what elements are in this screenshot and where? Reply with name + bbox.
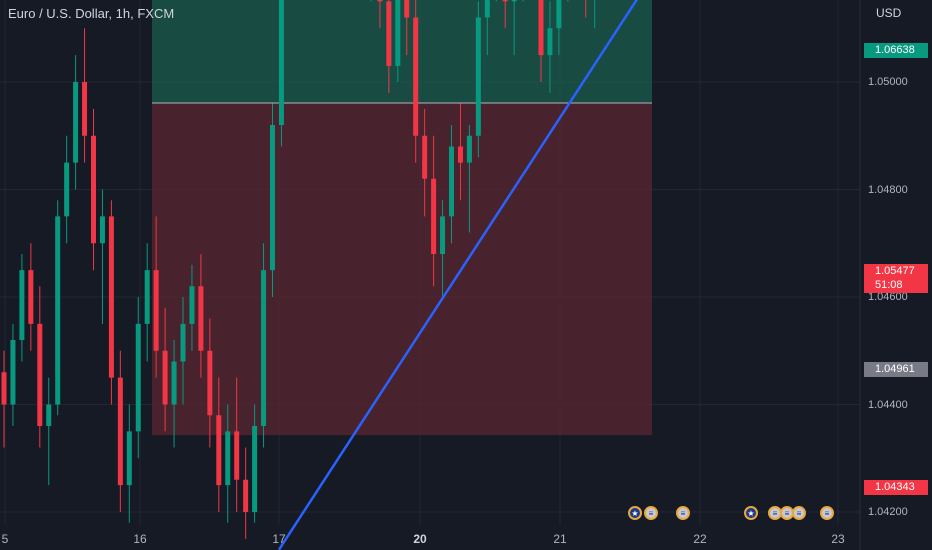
eu-flag-icon[interactable]: ★ — [744, 506, 758, 520]
date-tick-label: 23 — [831, 532, 845, 546]
candle-body[interactable] — [395, 0, 401, 66]
candle-body[interactable] — [153, 270, 159, 351]
current-price-label: 1.05477 — [864, 264, 928, 279]
candle-body[interactable] — [99, 216, 105, 244]
candle-body[interactable] — [55, 216, 61, 405]
price-tick-label: 1.04600 — [868, 291, 908, 303]
candle-body[interactable] — [10, 340, 16, 405]
us-flag-icon[interactable]: ≡ — [676, 506, 690, 520]
candle-body[interactable] — [449, 146, 454, 217]
trendline[interactable] — [277, 0, 865, 550]
candle-body[interactable] — [404, 0, 410, 18]
candle-body[interactable] — [431, 178, 437, 254]
candle-body[interactable] — [252, 426, 258, 512]
price-tick-label: 1.05000 — [868, 76, 908, 88]
candle-body[interactable] — [556, 0, 562, 29]
entry-price-label: 1.04961 — [864, 362, 928, 377]
chart-title: Euro / U.S. Dollar, 1h, FXCM — [8, 6, 175, 21]
date-tick-label: 21 — [553, 532, 567, 546]
candle-body[interactable] — [386, 1, 392, 66]
candle-body[interactable] — [457, 146, 463, 163]
price-tick-label: 1.04800 — [868, 183, 908, 196]
candle-body[interactable] — [440, 216, 446, 254]
candle-body[interactable] — [225, 431, 231, 486]
price-tick-label: 1.04200 — [868, 506, 908, 518]
candle-body[interactable] — [180, 323, 186, 362]
date-tick-label: 20 — [413, 532, 427, 546]
candle-body[interactable] — [216, 415, 222, 486]
candle-body[interactable] — [484, 0, 490, 18]
candle-body[interactable] — [82, 82, 88, 136]
candle-body[interactable] — [108, 216, 114, 378]
candle-body[interactable] — [243, 479, 249, 512]
date-tick-label: 17 — [272, 532, 286, 546]
candle-body[interactable] — [19, 270, 25, 340]
candles-group — [1, 0, 596, 539]
candle-body[interactable] — [422, 135, 428, 179]
candle-body[interactable] — [234, 431, 240, 480]
stop-price-label: 1.04343 — [864, 480, 928, 495]
eu-flag-icon[interactable]: ★ — [628, 506, 642, 520]
candle-body[interactable] — [28, 270, 34, 324]
candle-body[interactable] — [91, 135, 96, 244]
candle-body[interactable] — [144, 270, 150, 324]
candle-body[interactable] — [270, 125, 275, 271]
candle-body[interactable] — [547, 28, 553, 56]
candle-body[interactable] — [207, 350, 213, 416]
candle-body[interactable] — [73, 82, 79, 163]
stop-loss-zone[interactable] — [152, 102, 652, 436]
date-tick-label: 22 — [693, 532, 707, 546]
us-flag-icon[interactable]: ≡ — [644, 506, 658, 520]
us-flag-icon[interactable]: ≡ — [768, 506, 782, 520]
date-tick-label: 5 — [1, 532, 9, 546]
candle-body[interactable] — [189, 286, 195, 324]
candle-body[interactable] — [46, 404, 52, 427]
date-tick-label: 16 — [133, 532, 147, 546]
candle-body[interactable] — [171, 361, 177, 405]
candle-body[interactable] — [1, 372, 7, 405]
candle-body[interactable] — [466, 135, 472, 163]
currency-label[interactable]: USD — [876, 6, 902, 20]
candle-body[interactable] — [37, 323, 43, 426]
candle-body[interactable] — [538, 0, 544, 56]
candle-body[interactable] — [198, 286, 204, 351]
candle-body[interactable] — [377, 0, 383, 2]
candle-body[interactable] — [502, 0, 508, 2]
target-price-label: 1.06638 — [864, 43, 928, 58]
price-tick-label: 1.04400 — [868, 398, 908, 411]
candle-body[interactable] — [117, 377, 123, 486]
candle-body[interactable] — [64, 162, 70, 217]
take-profit-zone[interactable] — [152, 0, 652, 103]
countdown-label: 51:08 — [864, 278, 928, 293]
candle-body[interactable] — [162, 350, 168, 405]
candle-body[interactable] — [413, 17, 419, 136]
candle-body[interactable] — [261, 270, 267, 426]
candle-body[interactable] — [475, 17, 481, 136]
candle-body[interactable] — [278, 0, 284, 125]
us-flag-icon[interactable]: ≡ — [820, 506, 834, 520]
us-flag-icon[interactable]: ≡ — [792, 506, 806, 520]
candle-body[interactable] — [135, 323, 141, 432]
candle-body[interactable] — [126, 431, 132, 486]
candle-body[interactable] — [511, 0, 517, 2]
